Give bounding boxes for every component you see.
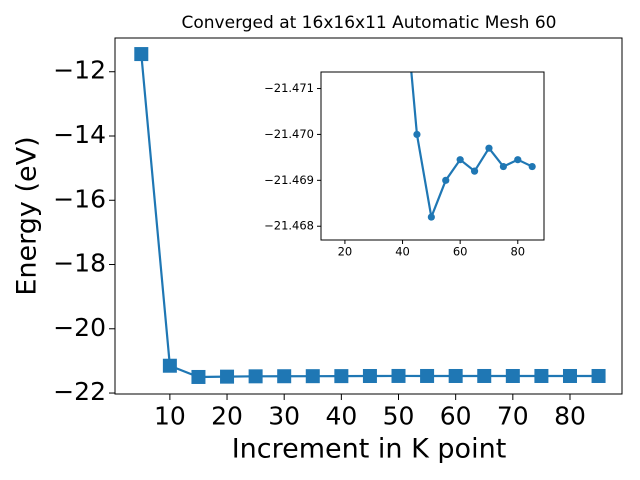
x-tick-label: 70	[497, 402, 529, 431]
y-tick-label: −21.471	[264, 81, 314, 95]
marker	[534, 368, 549, 383]
marker	[528, 162, 536, 171]
marker	[448, 368, 463, 383]
y-tick-label: −21.468	[264, 219, 314, 233]
y-tick-label: −22	[53, 377, 106, 406]
plot-area	[134, 47, 606, 384]
marker	[391, 368, 406, 383]
marker	[413, 130, 421, 139]
marker	[499, 162, 507, 171]
x-tick-label: 30	[268, 402, 300, 431]
marker	[305, 369, 320, 384]
x-tick-label: 40	[395, 245, 410, 259]
marker	[427, 213, 435, 221]
marker	[562, 368, 577, 383]
marker	[442, 176, 450, 184]
marker	[362, 369, 377, 384]
x-tick-label: 10	[154, 402, 186, 431]
marker	[248, 369, 263, 384]
x-tick-label: 50	[383, 402, 415, 431]
marker	[505, 368, 520, 383]
marker	[191, 369, 206, 384]
marker	[591, 368, 606, 383]
marker	[220, 369, 235, 384]
y-tick-label: −18	[53, 249, 106, 278]
y-tick-label: −21.469	[264, 173, 314, 187]
x-tick-label: 60	[453, 245, 468, 259]
y-tick-label: −16	[53, 184, 106, 213]
x-tick-label: 80	[554, 402, 586, 431]
x-tick-label: 80	[510, 245, 525, 259]
x-tick-label: 40	[325, 402, 357, 431]
marker	[470, 167, 479, 175]
x-axis-label: Increment in K point	[232, 434, 507, 465]
x-tick-label: 20	[338, 245, 353, 259]
marker	[485, 144, 493, 152]
axes-frame	[320, 71, 545, 241]
axes-frame	[114, 37, 623, 395]
marker	[162, 358, 177, 373]
y-tick-label: −12	[53, 56, 106, 85]
x-tick-label: 20	[211, 402, 243, 431]
marker	[420, 368, 435, 383]
data-line	[410, 72, 533, 222]
marker	[514, 156, 522, 164]
y-tick-label: −21.470	[264, 127, 314, 141]
y-tick-label: −14	[53, 120, 106, 149]
plot-area	[410, 72, 536, 222]
marker	[477, 368, 492, 383]
chart-title: Converged at 16x16x11 Automatic Mesh 60	[182, 13, 557, 33]
y-tick-label: −20	[53, 313, 106, 342]
marker	[456, 156, 464, 164]
marker	[334, 369, 349, 384]
marker	[134, 47, 149, 62]
marker	[277, 369, 292, 384]
y-axis-label: Energy (eV)	[12, 136, 43, 295]
x-tick-label: 60	[440, 402, 472, 431]
